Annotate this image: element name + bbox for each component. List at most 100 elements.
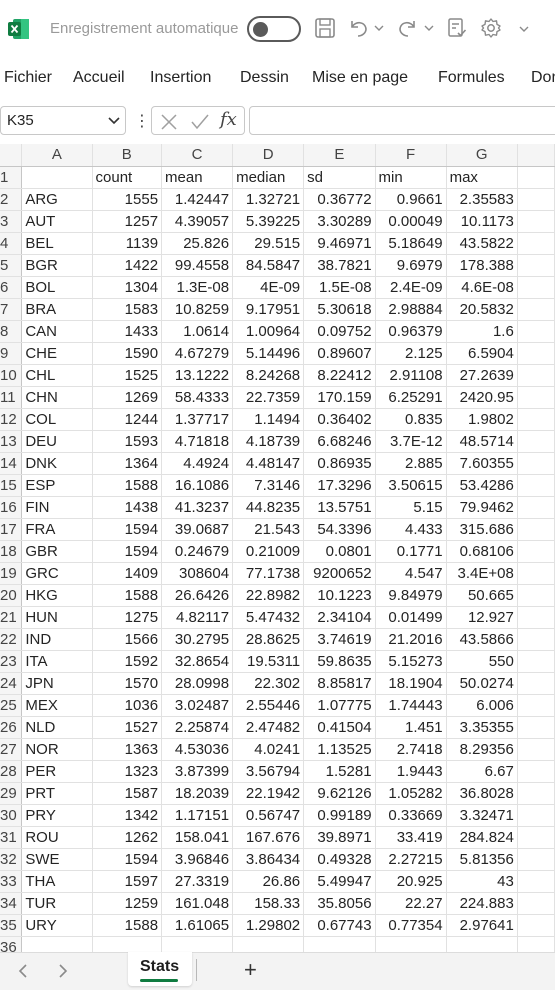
redo-icon[interactable] [396,17,418,39]
cell[interactable]: 3.7E-12 [375,430,447,453]
cell[interactable]: 0.49328 [303,848,376,871]
cell[interactable] [517,562,555,585]
cell[interactable]: 59.8635 [303,650,376,673]
cell[interactable]: CAN [21,320,93,343]
cell[interactable]: 4.433 [375,518,447,541]
cell[interactable]: COL [21,408,93,431]
cell[interactable]: 5.47432 [232,606,305,629]
cell[interactable]: 22.1942 [232,782,305,805]
cell[interactable]: 167.676 [232,826,305,849]
row-header[interactable]: 19 [0,562,23,585]
cell[interactable]: 1.74443 [375,694,447,717]
cell[interactable]: ESP [21,474,93,497]
cell[interactable]: DEU [21,430,93,453]
cell[interactable]: 1555 [92,188,163,211]
cell[interactable]: 1593 [92,430,163,453]
save-icon[interactable] [314,17,336,39]
cell[interactable]: 3.4E+08 [446,562,518,585]
cell[interactable]: 1.17151 [161,804,234,827]
row-header[interactable]: 24 [0,672,23,695]
cell[interactable]: 4.0241 [232,738,305,761]
cell[interactable]: 1587 [92,782,163,805]
cell[interactable]: 79.9462 [446,496,518,519]
cell[interactable]: 6.67 [446,760,518,783]
cell[interactable]: 4.547 [375,562,447,585]
add-sheet-button[interactable]: + [244,957,257,982]
cell[interactable]: 1304 [92,276,163,299]
cell[interactable]: 2.34104 [303,606,376,629]
cell[interactable] [517,232,555,255]
column-header-b[interactable]: B [92,144,163,167]
cell[interactable]: min [375,166,447,189]
cell[interactable]: 1592 [92,650,163,673]
row-header[interactable]: 14 [0,452,23,475]
cell[interactable]: 1269 [92,386,163,409]
cell[interactable]: 21.543 [232,518,305,541]
cell[interactable]: 13.1222 [161,364,234,387]
tab-donnees[interactable]: Don [531,69,555,86]
cell[interactable]: 27.2639 [446,364,518,387]
column-header-overflow[interactable] [517,144,555,167]
cell[interactable]: ARG [21,188,93,211]
cell[interactable]: 1422 [92,254,163,277]
cell[interactable]: 178.388 [446,254,518,277]
row-header[interactable]: 9 [0,342,23,365]
cell[interactable] [517,276,555,299]
cell[interactable]: FRA [21,518,93,541]
cell[interactable]: 2.97641 [446,914,518,937]
row-header[interactable]: 10 [0,364,23,387]
cell[interactable]: 0.77354 [375,914,447,937]
cell[interactable]: 4.4924 [161,452,234,475]
cell[interactable]: 1588 [92,474,163,497]
tab-mise-en-page[interactable]: Mise en page [312,69,409,86]
cell[interactable]: 1139 [92,232,163,255]
cell[interactable]: IND [21,628,93,651]
cell[interactable]: HKG [21,584,93,607]
row-header[interactable]: 23 [0,650,23,673]
cell[interactable]: NLD [21,716,93,739]
cell[interactable]: 1594 [92,540,163,563]
cell[interactable]: FIN [21,496,93,519]
cell[interactable]: 7.60355 [446,452,518,475]
cell[interactable]: 26.86 [232,870,305,893]
row-header[interactable]: 12 [0,408,23,431]
cell[interactable]: 3.30289 [303,210,376,233]
cell[interactable]: HUN [21,606,93,629]
column-header-d[interactable]: D [232,144,305,167]
cell[interactable]: 43.5822 [446,232,518,255]
cell[interactable]: 2.4E-09 [375,276,447,299]
cell[interactable]: 9200652 [303,562,376,585]
cell[interactable] [92,936,163,952]
cell[interactable]: 1036 [92,694,163,717]
cell[interactable]: 2.47482 [232,716,305,739]
cell[interactable]: URY [21,914,93,937]
cell[interactable]: 1.42447 [161,188,234,211]
cell[interactable]: median [232,166,305,189]
cell[interactable] [517,430,555,453]
cell[interactable]: 22.27 [375,892,447,915]
cell[interactable]: 39.8971 [303,826,376,849]
cell[interactable]: 5.18649 [375,232,447,255]
cell[interactable]: 1.5281 [303,760,376,783]
cell[interactable]: 0.56747 [232,804,305,827]
cell[interactable]: 0.09752 [303,320,376,343]
cell[interactable]: 3.96846 [161,848,234,871]
cell[interactable]: 44.8235 [232,496,305,519]
row-header[interactable]: 18 [0,540,23,563]
cell[interactable]: CHN [21,386,93,409]
cell[interactable]: DNK [21,452,93,475]
row-header[interactable]: 20 [0,584,23,607]
cell[interactable]: 1.29802 [232,914,305,937]
cell[interactable]: 0.00049 [375,210,447,233]
row-header[interactable]: 6 [0,276,23,299]
cell[interactable]: 5.81356 [446,848,518,871]
cell[interactable]: BRA [21,298,93,321]
cell[interactable]: BOL [21,276,93,299]
cell[interactable]: 19.5311 [232,650,305,673]
cell[interactable] [517,870,555,893]
cell[interactable]: 0.1771 [375,540,447,563]
row-header[interactable]: 33 [0,870,23,893]
cell[interactable]: 53.4286 [446,474,518,497]
cell[interactable]: 224.883 [446,892,518,915]
undo-dropdown-chevron-icon[interactable] [374,17,384,39]
